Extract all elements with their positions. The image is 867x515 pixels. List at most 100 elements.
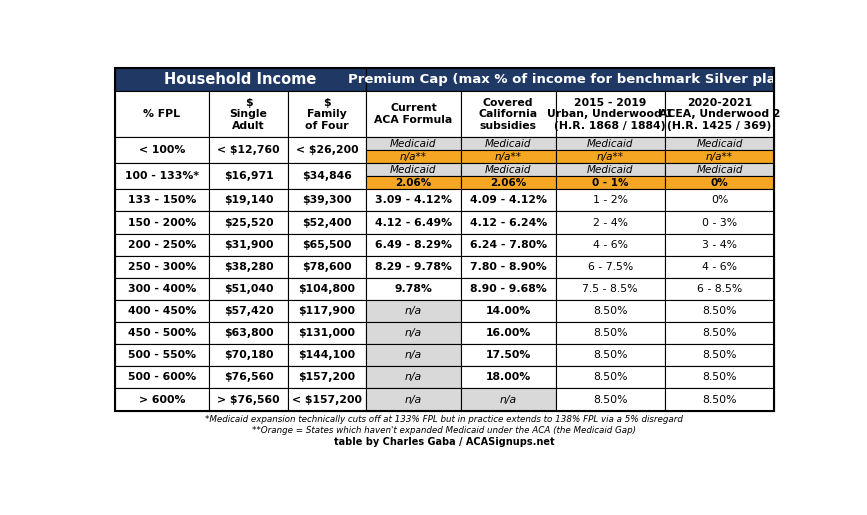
Text: n/a: n/a bbox=[405, 306, 422, 316]
Bar bbox=[556, 300, 665, 322]
Text: 6.49 - 8.29%: 6.49 - 8.29% bbox=[375, 239, 452, 250]
Bar bbox=[288, 138, 366, 163]
Bar bbox=[556, 278, 665, 300]
Text: < $157,200: < $157,200 bbox=[292, 394, 362, 405]
Text: > $76,560: > $76,560 bbox=[218, 394, 280, 405]
Bar bbox=[665, 278, 774, 300]
Bar bbox=[288, 256, 366, 278]
Bar bbox=[114, 212, 210, 234]
Bar bbox=[366, 388, 461, 410]
Text: $
Family
of Four: $ Family of Four bbox=[305, 97, 349, 131]
Bar bbox=[461, 344, 556, 366]
Text: 8.50%: 8.50% bbox=[593, 328, 628, 338]
Bar bbox=[366, 163, 461, 176]
Bar bbox=[556, 190, 665, 212]
Text: 4.12 - 6.24%: 4.12 - 6.24% bbox=[470, 217, 547, 228]
Text: n/a: n/a bbox=[405, 372, 422, 383]
Bar bbox=[461, 300, 556, 322]
Text: Medicaid: Medicaid bbox=[390, 165, 437, 175]
Text: $57,420: $57,420 bbox=[224, 306, 273, 316]
Bar bbox=[461, 163, 556, 176]
Text: $117,900: $117,900 bbox=[298, 306, 355, 316]
Text: 2015 - 2019
Urban, Underwood 1
(H.R. 1868 / 1884): 2015 - 2019 Urban, Underwood 1 (H.R. 186… bbox=[547, 97, 674, 131]
Bar bbox=[366, 150, 461, 163]
Bar bbox=[210, 163, 288, 190]
Text: $104,800: $104,800 bbox=[298, 284, 355, 294]
Text: 4.09 - 4.12%: 4.09 - 4.12% bbox=[470, 195, 547, 205]
Text: 8.50%: 8.50% bbox=[702, 372, 737, 383]
Bar bbox=[665, 256, 774, 278]
Text: n/a: n/a bbox=[405, 394, 422, 405]
Text: 100 - 133%*: 100 - 133%* bbox=[125, 171, 199, 181]
Text: 150 - 200%: 150 - 200% bbox=[127, 217, 196, 228]
Text: 8.50%: 8.50% bbox=[702, 306, 737, 316]
Bar bbox=[366, 138, 461, 150]
Bar bbox=[114, 91, 210, 138]
Bar bbox=[210, 212, 288, 234]
Bar bbox=[461, 150, 556, 163]
Text: $52,400: $52,400 bbox=[302, 217, 352, 228]
Bar bbox=[461, 256, 556, 278]
Text: 1 - 2%: 1 - 2% bbox=[593, 195, 628, 205]
Text: 4 - 6%: 4 - 6% bbox=[702, 262, 737, 272]
Text: 6.24 - 7.80%: 6.24 - 7.80% bbox=[470, 239, 547, 250]
Bar bbox=[366, 344, 461, 366]
Bar bbox=[665, 300, 774, 322]
Bar bbox=[665, 150, 774, 163]
Bar bbox=[210, 322, 288, 344]
Bar bbox=[461, 138, 556, 150]
Text: 8.50%: 8.50% bbox=[702, 350, 737, 360]
Bar bbox=[210, 278, 288, 300]
Bar bbox=[114, 190, 210, 212]
Text: 3.09 - 4.12%: 3.09 - 4.12% bbox=[375, 195, 452, 205]
Text: 9.78%: 9.78% bbox=[394, 284, 433, 294]
Bar bbox=[461, 234, 556, 256]
Bar bbox=[288, 278, 366, 300]
Text: $25,520: $25,520 bbox=[224, 217, 273, 228]
Bar bbox=[366, 212, 461, 234]
Bar bbox=[114, 300, 210, 322]
Text: 0 - 3%: 0 - 3% bbox=[702, 217, 737, 228]
Text: 2.06%: 2.06% bbox=[490, 178, 526, 188]
Text: 4.12 - 6.49%: 4.12 - 6.49% bbox=[375, 217, 452, 228]
Bar bbox=[288, 163, 366, 190]
Text: 8.50%: 8.50% bbox=[593, 306, 628, 316]
Text: $19,140: $19,140 bbox=[224, 195, 273, 205]
Text: 6 - 7.5%: 6 - 7.5% bbox=[588, 262, 633, 272]
Text: 8.90 - 9.68%: 8.90 - 9.68% bbox=[470, 284, 546, 294]
Bar bbox=[210, 256, 288, 278]
Text: 2.06%: 2.06% bbox=[395, 178, 432, 188]
Text: n/a**: n/a** bbox=[495, 152, 522, 162]
Bar bbox=[366, 300, 461, 322]
Text: 500 - 600%: 500 - 600% bbox=[127, 372, 196, 383]
Bar bbox=[210, 300, 288, 322]
Bar bbox=[114, 68, 366, 91]
Bar bbox=[288, 234, 366, 256]
Bar bbox=[114, 138, 210, 163]
Bar bbox=[366, 366, 461, 388]
Bar bbox=[461, 212, 556, 234]
Text: % FPL: % FPL bbox=[143, 109, 180, 119]
Bar bbox=[114, 68, 774, 410]
Text: 200 - 250%: 200 - 250% bbox=[127, 239, 196, 250]
Text: $51,040: $51,040 bbox=[224, 284, 273, 294]
Text: 133 - 150%: 133 - 150% bbox=[127, 195, 196, 205]
Text: Covered
California
subsidies: Covered California subsidies bbox=[479, 97, 538, 131]
Bar bbox=[288, 91, 366, 138]
Bar bbox=[665, 234, 774, 256]
Bar bbox=[114, 256, 210, 278]
Bar bbox=[665, 91, 774, 138]
Bar bbox=[114, 322, 210, 344]
Text: 450 - 500%: 450 - 500% bbox=[127, 328, 196, 338]
Bar bbox=[288, 388, 366, 410]
Text: Premium Cap (max % of income for benchmark Silver plan): Premium Cap (max % of income for benchma… bbox=[349, 73, 792, 86]
Bar bbox=[461, 366, 556, 388]
Bar bbox=[114, 163, 210, 190]
Bar bbox=[556, 388, 665, 410]
Text: < $12,760: < $12,760 bbox=[218, 145, 280, 156]
Text: Medicaid: Medicaid bbox=[696, 165, 743, 175]
Bar bbox=[288, 366, 366, 388]
Bar bbox=[210, 234, 288, 256]
Bar bbox=[556, 138, 665, 150]
Text: $
Single
Adult: $ Single Adult bbox=[230, 97, 268, 131]
